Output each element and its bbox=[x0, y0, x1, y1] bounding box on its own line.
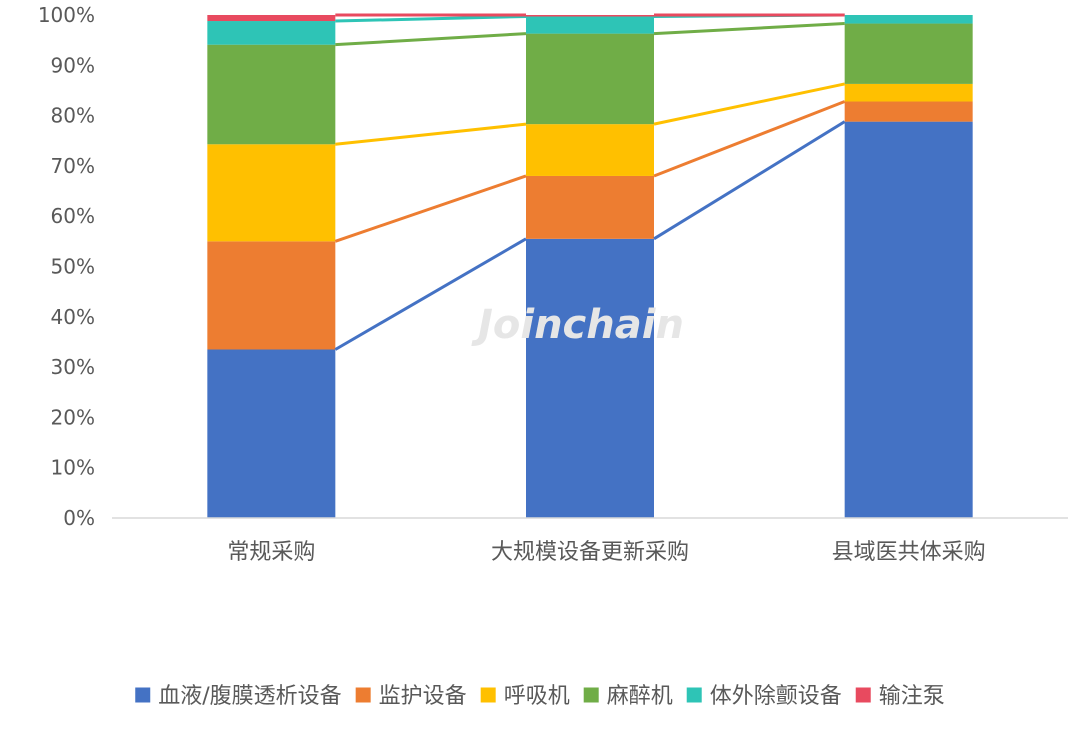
legend-swatch bbox=[686, 687, 702, 703]
legend-swatch bbox=[135, 687, 151, 703]
legend-swatch bbox=[355, 687, 371, 703]
x-axis: 常规采购 大规模设备更新采购 县域医共体采购 bbox=[227, 540, 985, 565]
series-line bbox=[335, 32, 527, 47]
y-tick-label: 50% bbox=[51, 255, 95, 279]
legend-label: 呼吸机 bbox=[504, 684, 570, 709]
y-tick-label: 70% bbox=[51, 154, 95, 178]
bar-segment bbox=[207, 21, 336, 45]
bar-segment bbox=[844, 121, 973, 519]
bar-segment bbox=[526, 124, 654, 176]
series-line bbox=[335, 15, 527, 23]
bar-segment bbox=[526, 16, 654, 34]
bar-segment bbox=[207, 144, 336, 242]
bar-segment bbox=[844, 101, 973, 122]
bar-segment bbox=[207, 44, 336, 145]
series-line bbox=[334, 237, 527, 351]
bar-segment bbox=[526, 33, 654, 125]
bar-segment bbox=[526, 15, 654, 17]
y-tick-label: 10% bbox=[51, 456, 95, 480]
series-lines bbox=[334, 13, 846, 351]
legend-label: 体外除颤设备 bbox=[710, 684, 842, 709]
series-line bbox=[653, 120, 846, 241]
bar-segment bbox=[844, 23, 973, 84]
legend-label: 血液/腹膜透析设备 bbox=[158, 684, 341, 709]
y-tick-label: 20% bbox=[51, 405, 95, 429]
category-label: 县域医共体采购 bbox=[832, 540, 986, 565]
legend: 血液/腹膜透析设备 监护设备 呼吸机 麻醉机 体外除颤设备 输注泵 bbox=[135, 684, 945, 709]
bar-segment bbox=[526, 175, 654, 239]
y-tick-label: 90% bbox=[51, 53, 95, 77]
bar-segment bbox=[526, 238, 654, 518]
category-label: 常规采购 bbox=[227, 540, 315, 565]
category-label: 大规模设备更新采购 bbox=[491, 540, 689, 565]
y-tick-label: 40% bbox=[51, 305, 95, 329]
legend-label: 麻醉机 bbox=[607, 684, 673, 709]
watermark: Joinchain bbox=[471, 302, 684, 348]
y-tick-label: 30% bbox=[51, 355, 95, 379]
series-line bbox=[653, 22, 845, 36]
legend-swatch bbox=[583, 687, 599, 703]
series-line bbox=[653, 100, 846, 178]
series-line bbox=[335, 122, 527, 146]
y-tick-label: 100% bbox=[38, 3, 95, 27]
legend-swatch bbox=[855, 687, 871, 703]
y-axis: 0% 10% 20% 30% 40% 50% 60% 70% 80% 90% 100% bbox=[38, 3, 95, 530]
legend-label: 监护设备 bbox=[379, 684, 467, 709]
legend-swatch bbox=[480, 687, 496, 703]
bar-segment bbox=[207, 349, 336, 518]
bars bbox=[207, 15, 973, 519]
bar-segment bbox=[207, 241, 336, 350]
legend-label: 输注泵 bbox=[879, 684, 945, 709]
bar-segment bbox=[207, 15, 336, 22]
y-tick-label: 60% bbox=[51, 204, 95, 228]
y-tick-label: 0% bbox=[63, 506, 95, 530]
bar-segment bbox=[844, 83, 973, 102]
series-line bbox=[653, 82, 845, 126]
y-tick-label: 80% bbox=[51, 104, 95, 128]
bar-segment bbox=[844, 15, 973, 24]
series-line bbox=[334, 174, 527, 243]
